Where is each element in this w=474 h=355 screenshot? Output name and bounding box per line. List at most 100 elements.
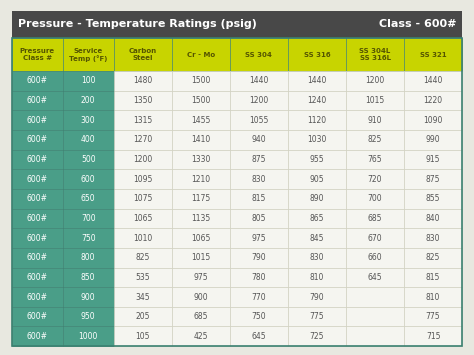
Text: 830: 830 [310,253,324,262]
Bar [288,287,346,307]
Text: 715: 715 [426,332,440,341]
Bar [172,189,230,209]
Bar [114,150,172,169]
Bar [12,248,63,268]
Text: 1330: 1330 [191,155,210,164]
Text: Service
Temp (°F): Service Temp (°F) [69,48,108,62]
Text: 790: 790 [310,293,324,301]
Bar [404,169,462,189]
Bar [346,268,404,287]
Text: Carbon
Steel: Carbon Steel [128,48,157,61]
Text: 875: 875 [426,175,440,184]
Bar [230,327,288,346]
Text: 1410: 1410 [191,135,210,144]
Bar [288,38,346,71]
Text: 105: 105 [136,332,150,341]
Bar [172,327,230,346]
Bar [346,71,404,91]
Text: 1440: 1440 [423,76,443,85]
Bar [114,189,172,209]
Bar [172,268,230,287]
Bar [288,307,346,327]
Text: 1240: 1240 [307,96,327,105]
Bar [63,38,114,71]
Text: 750: 750 [252,312,266,321]
Text: 700: 700 [368,194,383,203]
Text: 1480: 1480 [133,76,152,85]
Bar [404,189,462,209]
Bar [346,130,404,150]
Text: 975: 975 [252,234,266,242]
Text: 905: 905 [310,175,324,184]
Bar [404,268,462,287]
Bar [288,268,346,287]
Bar [63,110,114,130]
Bar [172,169,230,189]
Text: 535: 535 [136,273,150,282]
Text: 425: 425 [193,332,208,341]
Text: 1055: 1055 [249,116,269,125]
Bar [230,130,288,150]
Text: 600#: 600# [27,214,48,223]
Bar [404,307,462,327]
Bar [12,307,63,327]
Text: 600#: 600# [27,175,48,184]
Bar [230,71,288,91]
Text: 840: 840 [426,214,440,223]
Bar [63,209,114,228]
Text: 600#: 600# [27,96,48,105]
Text: 850: 850 [81,273,95,282]
Text: 1455: 1455 [191,116,210,125]
Text: 1135: 1135 [191,214,210,223]
Bar [230,38,288,71]
Bar [63,307,114,327]
Text: 750: 750 [81,234,95,242]
Text: 1120: 1120 [307,116,327,125]
Text: SS 321: SS 321 [420,51,447,58]
Bar [63,150,114,169]
Text: 830: 830 [252,175,266,184]
Text: 600#: 600# [27,273,48,282]
Bar [346,327,404,346]
Text: 600#: 600# [27,332,48,341]
Bar [346,287,404,307]
Bar [346,169,404,189]
Bar [12,268,63,287]
Bar [346,110,404,130]
Bar [12,209,63,228]
Text: Pressure - Temperature Ratings (psig): Pressure - Temperature Ratings (psig) [18,20,256,29]
Text: 1010: 1010 [133,234,152,242]
Bar [114,91,172,110]
Text: 685: 685 [368,214,382,223]
Text: 1000: 1000 [79,332,98,341]
Text: Class - 600#: Class - 600# [379,20,456,29]
Text: 645: 645 [368,273,383,282]
Bar [288,327,346,346]
Text: 1030: 1030 [307,135,327,144]
Bar [172,110,230,130]
Text: Cr - Mo: Cr - Mo [187,51,215,58]
Bar [230,189,288,209]
Bar [12,38,63,71]
Text: 1200: 1200 [133,155,152,164]
Text: 720: 720 [368,175,382,184]
Text: 830: 830 [426,234,440,242]
Bar [114,287,172,307]
Text: 600#: 600# [27,293,48,301]
Text: 400: 400 [81,135,95,144]
Bar [172,248,230,268]
Bar [172,287,230,307]
Bar [404,248,462,268]
Bar [114,110,172,130]
Text: 600#: 600# [27,116,48,125]
Bar [288,130,346,150]
Text: 600#: 600# [27,234,48,242]
Text: 600: 600 [81,175,95,184]
Text: 955: 955 [310,155,324,164]
Text: 1090: 1090 [423,116,443,125]
Bar [288,150,346,169]
Text: 1440: 1440 [307,76,327,85]
Text: 1200: 1200 [365,76,384,85]
Text: 1175: 1175 [191,194,210,203]
Text: 855: 855 [426,194,440,203]
